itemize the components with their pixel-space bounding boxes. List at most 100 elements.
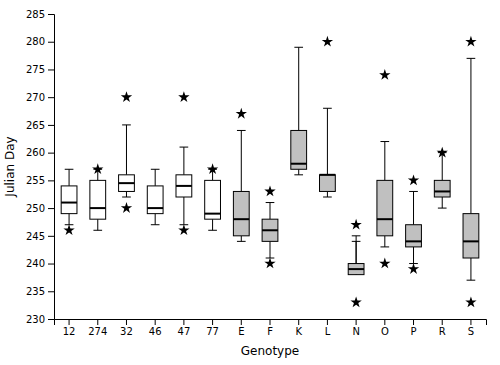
y-tick-label: 265 bbox=[26, 120, 45, 131]
y-tick-label: 250 bbox=[26, 203, 45, 214]
whisker-high bbox=[356, 236, 357, 264]
y-tick-label: 270 bbox=[26, 92, 45, 103]
median bbox=[348, 268, 364, 270]
cap-high bbox=[352, 235, 361, 236]
box-group bbox=[377, 69, 393, 268]
y-tick-mark bbox=[48, 42, 54, 43]
x-tick: K bbox=[295, 319, 302, 337]
y-tick-mark bbox=[48, 153, 54, 154]
y-tick-label: 280 bbox=[26, 36, 45, 47]
y-tick: 235 bbox=[26, 286, 54, 297]
y-tick-label: 285 bbox=[26, 9, 45, 20]
whisker-high bbox=[327, 108, 328, 175]
flier bbox=[121, 202, 132, 213]
box bbox=[291, 130, 307, 169]
y-tick: 285 bbox=[26, 9, 54, 20]
whisker-low bbox=[69, 214, 70, 225]
median bbox=[291, 163, 307, 165]
y-tick-mark bbox=[48, 69, 54, 70]
x-tick-mark bbox=[327, 319, 328, 325]
x-tick-label: L bbox=[325, 326, 331, 337]
flier bbox=[350, 296, 361, 307]
median bbox=[119, 182, 135, 184]
cap-low bbox=[438, 208, 447, 209]
cap-high bbox=[294, 47, 303, 48]
x-tick-mark bbox=[126, 319, 127, 325]
cap-high bbox=[180, 147, 189, 148]
median bbox=[90, 207, 106, 209]
x-tick-label: E bbox=[238, 326, 244, 337]
chart-container: 2302352402452502552602652702752802851227… bbox=[0, 0, 500, 365]
cap-high bbox=[65, 169, 74, 170]
x-tick-label: 32 bbox=[120, 326, 133, 337]
median bbox=[406, 240, 422, 242]
x-tick: 274 bbox=[88, 319, 107, 337]
box bbox=[119, 175, 135, 192]
y-tick: 260 bbox=[26, 147, 54, 158]
box-group bbox=[348, 219, 364, 307]
y-axis: 230235240245250255260265270275280285 bbox=[26, 9, 55, 325]
whisker-low bbox=[470, 258, 471, 280]
y-tick: 240 bbox=[26, 258, 54, 269]
y-tick-mark bbox=[48, 97, 54, 98]
cap-low bbox=[380, 246, 389, 247]
y-tick-mark bbox=[48, 236, 54, 237]
cap-high bbox=[151, 169, 160, 170]
x-tick: O bbox=[381, 319, 389, 337]
whisker-high bbox=[384, 142, 385, 181]
box-group bbox=[61, 169, 77, 235]
whisker-low bbox=[384, 236, 385, 247]
box-group bbox=[320, 36, 336, 197]
box-group bbox=[463, 36, 479, 307]
box-group bbox=[205, 163, 221, 230]
whisker-high bbox=[270, 203, 271, 220]
whisker-high bbox=[298, 47, 299, 130]
box bbox=[377, 180, 393, 235]
x-tick: F bbox=[267, 319, 273, 337]
median bbox=[434, 190, 450, 192]
box bbox=[262, 219, 278, 241]
median bbox=[463, 240, 479, 242]
box-group bbox=[434, 147, 450, 208]
cap-low bbox=[294, 174, 303, 175]
x-tick-mark bbox=[69, 319, 70, 325]
flier bbox=[236, 108, 247, 119]
box bbox=[320, 175, 336, 192]
x-tick: R bbox=[439, 319, 446, 337]
y-tick-mark bbox=[48, 14, 54, 15]
median bbox=[205, 213, 221, 215]
box-group bbox=[90, 163, 106, 230]
flier bbox=[178, 91, 189, 102]
x-tick-mark bbox=[270, 319, 271, 325]
median bbox=[176, 185, 192, 187]
flier bbox=[408, 263, 419, 274]
y-tick-mark bbox=[48, 319, 54, 320]
cap-high bbox=[323, 108, 332, 109]
y-tick-mark bbox=[48, 208, 54, 209]
box bbox=[61, 186, 77, 214]
plot: 2302352402452502552602652702752802851227… bbox=[26, 9, 487, 337]
x-tick: S bbox=[468, 319, 474, 337]
x-tick-label: N bbox=[352, 326, 359, 337]
box bbox=[176, 175, 192, 197]
cap-high bbox=[380, 141, 389, 142]
x-tick-label: F bbox=[267, 326, 273, 337]
cap-low bbox=[151, 224, 160, 225]
median bbox=[147, 207, 163, 209]
whisker-high bbox=[126, 125, 127, 175]
cap-low bbox=[93, 230, 102, 231]
y-axis-title: Julian Day bbox=[3, 136, 17, 197]
cap-high bbox=[122, 124, 131, 125]
x-tick-label: 46 bbox=[149, 326, 162, 337]
x-tick: 12 bbox=[63, 319, 76, 337]
cap-low bbox=[122, 197, 131, 198]
y-tick-label: 240 bbox=[26, 258, 45, 269]
box-group bbox=[406, 174, 422, 274]
whisker-high bbox=[241, 130, 242, 191]
cap-high bbox=[266, 202, 275, 203]
median bbox=[320, 174, 336, 176]
marks bbox=[61, 36, 479, 307]
x-tick-label: S bbox=[468, 326, 474, 337]
x-tick-mark bbox=[384, 319, 385, 325]
x-tick: 32 bbox=[120, 319, 133, 337]
